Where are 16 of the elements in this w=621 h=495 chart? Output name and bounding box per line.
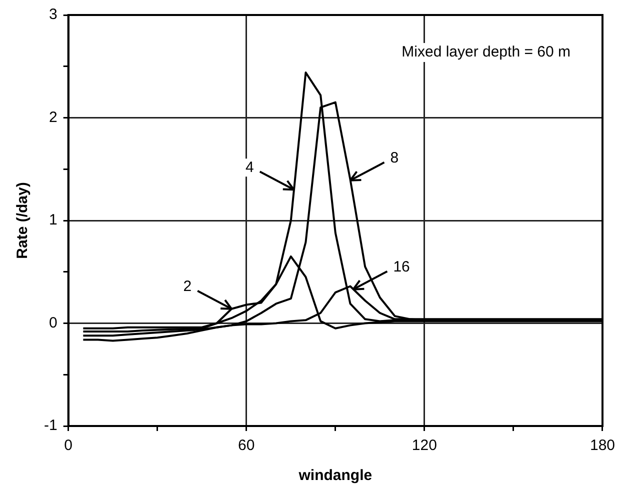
annotation: Mixed layer depth = 60 m <box>402 44 570 61</box>
y-tick-label: 3 <box>48 6 58 24</box>
annotation: 8 <box>390 150 399 167</box>
x-axis-title: windangle <box>298 467 372 484</box>
x-tick-label: 0 <box>64 437 73 454</box>
y-tick-label: 1 <box>48 212 58 229</box>
annotation: 4 <box>246 158 254 176</box>
y-tick-label: 2 <box>48 108 58 126</box>
y-axis-title: Rate (/day) <box>14 182 32 259</box>
x-tick-label: 120 <box>412 437 437 454</box>
y-tick-label: -1 <box>44 417 58 434</box>
x-tick-label: 180 <box>590 437 615 454</box>
x-tick-label: 60 <box>238 437 255 454</box>
y-tick-label: 0 <box>48 314 58 332</box>
annotation: 2 <box>183 278 192 296</box>
annotation: 16 <box>393 258 410 276</box>
